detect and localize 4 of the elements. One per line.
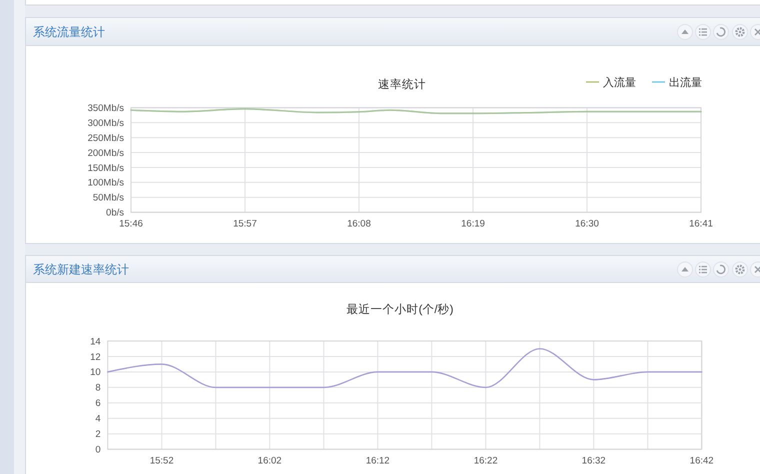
subtitle: 速率统计 [378, 79, 426, 91]
subtitle: 最近一个小时(个/秒) [346, 304, 454, 316]
title: 系统新建速率统计 [33, 262, 129, 276]
title: 系统流量统计 [33, 25, 105, 39]
